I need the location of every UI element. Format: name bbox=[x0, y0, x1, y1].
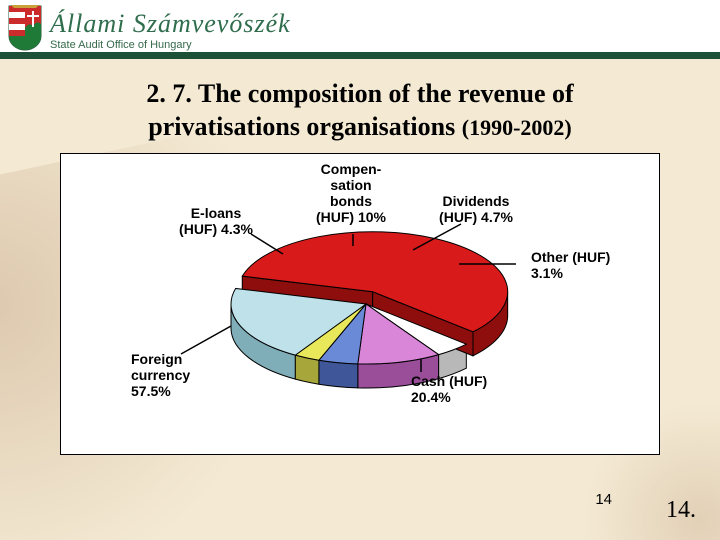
slice-label-e_loans: E-loans(HUF) 4.3% bbox=[179, 205, 253, 237]
slice-label-cash: Cash (HUF)20.4% bbox=[411, 373, 487, 405]
slice-label-foreign_currency: Foreigncurrency57.5% bbox=[131, 351, 190, 399]
slice-label-other: Other (HUF)3.1% bbox=[531, 249, 610, 281]
header-bar: Állami Számvevőszék State Audit Office o… bbox=[0, 0, 720, 62]
title-period: (1990-2002) bbox=[462, 115, 572, 140]
org-name: Állami Számvevőszék bbox=[50, 11, 291, 37]
slice-label-dividends: Dividends(HUF) 4.7% bbox=[439, 193, 513, 225]
title-line2-main: privatisations organisations bbox=[148, 112, 455, 141]
slice-label-compensation: Compen-sationbonds(HUF) 10% bbox=[316, 161, 387, 225]
revenue-pie-chart: Foreigncurrency57.5% E-loans(HUF) 4.3% Com… bbox=[60, 153, 660, 455]
hungary-crest-icon bbox=[8, 5, 42, 51]
page-number-inner: 14 bbox=[595, 491, 612, 508]
title-line1: 2. 7. The composition of the revenue of bbox=[146, 79, 573, 108]
org-subtitle: State Audit Office of Hungary bbox=[50, 39, 291, 51]
page-number-outer: 14. bbox=[666, 497, 696, 524]
slide-title: 2. 7. The composition of the revenue of … bbox=[60, 78, 660, 143]
